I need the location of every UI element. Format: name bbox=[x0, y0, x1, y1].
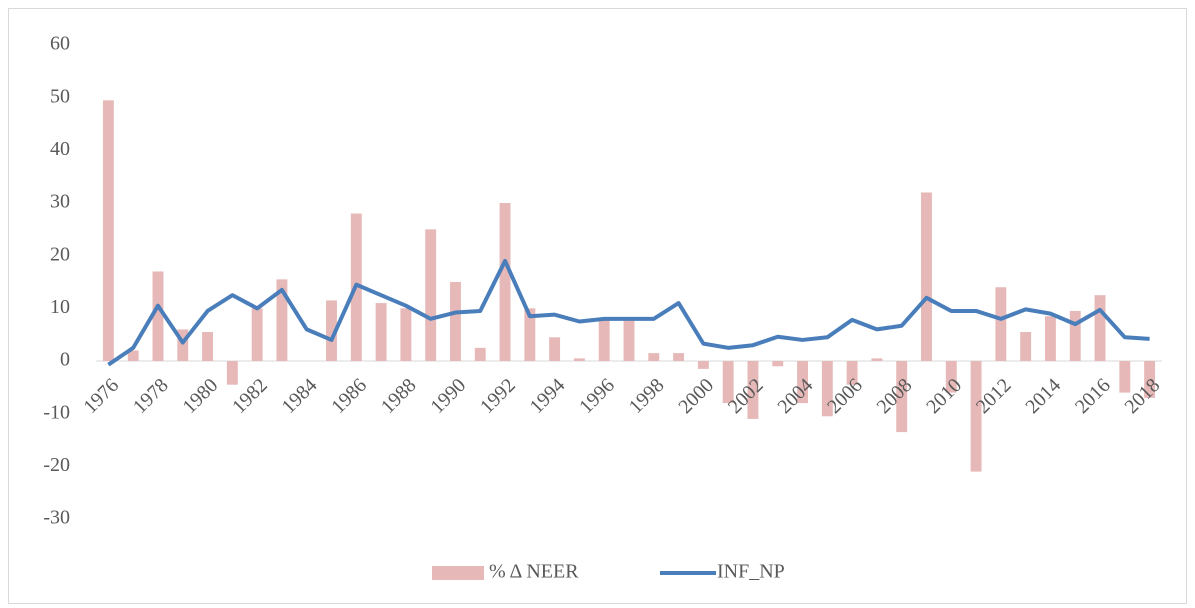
bar bbox=[1069, 310, 1081, 361]
bar bbox=[747, 361, 759, 419]
bar bbox=[1119, 361, 1131, 393]
bar bbox=[499, 203, 511, 361]
bar bbox=[598, 318, 610, 361]
line bbox=[107, 258, 1150, 367]
bar bbox=[995, 287, 1007, 361]
bar bbox=[697, 361, 709, 369]
y-tick-label: 60 bbox=[50, 33, 70, 55]
y-tick-label: 50 bbox=[50, 85, 70, 107]
legend-label: % Δ NEER bbox=[489, 561, 579, 583]
bar bbox=[226, 361, 238, 385]
bar bbox=[896, 361, 908, 433]
bar bbox=[1020, 332, 1032, 361]
y-tick-label: 10 bbox=[50, 296, 70, 318]
bar bbox=[202, 332, 214, 361]
bar bbox=[450, 282, 461, 361]
bar bbox=[102, 100, 114, 362]
bar bbox=[549, 337, 561, 361]
bar bbox=[797, 361, 808, 404]
bar bbox=[474, 347, 486, 361]
legend-label: INF_NP bbox=[717, 561, 785, 583]
bar bbox=[573, 358, 585, 361]
bar bbox=[1044, 316, 1056, 361]
y-tick-label: -20 bbox=[43, 454, 70, 476]
bar bbox=[623, 318, 635, 361]
bar bbox=[821, 361, 833, 417]
y-tick-label: 40 bbox=[50, 138, 70, 160]
bar bbox=[846, 361, 858, 385]
y-tick-label: 0 bbox=[60, 349, 70, 371]
y-tick-label: -10 bbox=[43, 401, 70, 423]
bar bbox=[524, 308, 536, 361]
y-tick-label: 30 bbox=[50, 191, 70, 213]
bar bbox=[1144, 361, 1156, 398]
bar bbox=[673, 353, 685, 361]
bar bbox=[152, 271, 164, 361]
bar bbox=[127, 350, 139, 361]
bar bbox=[921, 192, 932, 361]
bar bbox=[648, 353, 660, 361]
bar bbox=[400, 308, 412, 361]
bar bbox=[772, 361, 784, 367]
bar bbox=[945, 361, 957, 393]
bar bbox=[722, 361, 734, 404]
bar bbox=[375, 303, 387, 361]
bar bbox=[276, 279, 288, 361]
bar bbox=[251, 308, 263, 361]
y-tick-label: -30 bbox=[43, 507, 70, 529]
bar bbox=[1094, 295, 1106, 361]
bar bbox=[970, 361, 982, 472]
legend-swatch bbox=[432, 566, 484, 580]
chart-frame bbox=[8, 8, 1187, 604]
bar bbox=[177, 329, 189, 361]
bar bbox=[871, 358, 883, 361]
y-tick-label: 20 bbox=[50, 243, 70, 265]
bar bbox=[425, 229, 437, 361]
bar bbox=[326, 300, 337, 361]
